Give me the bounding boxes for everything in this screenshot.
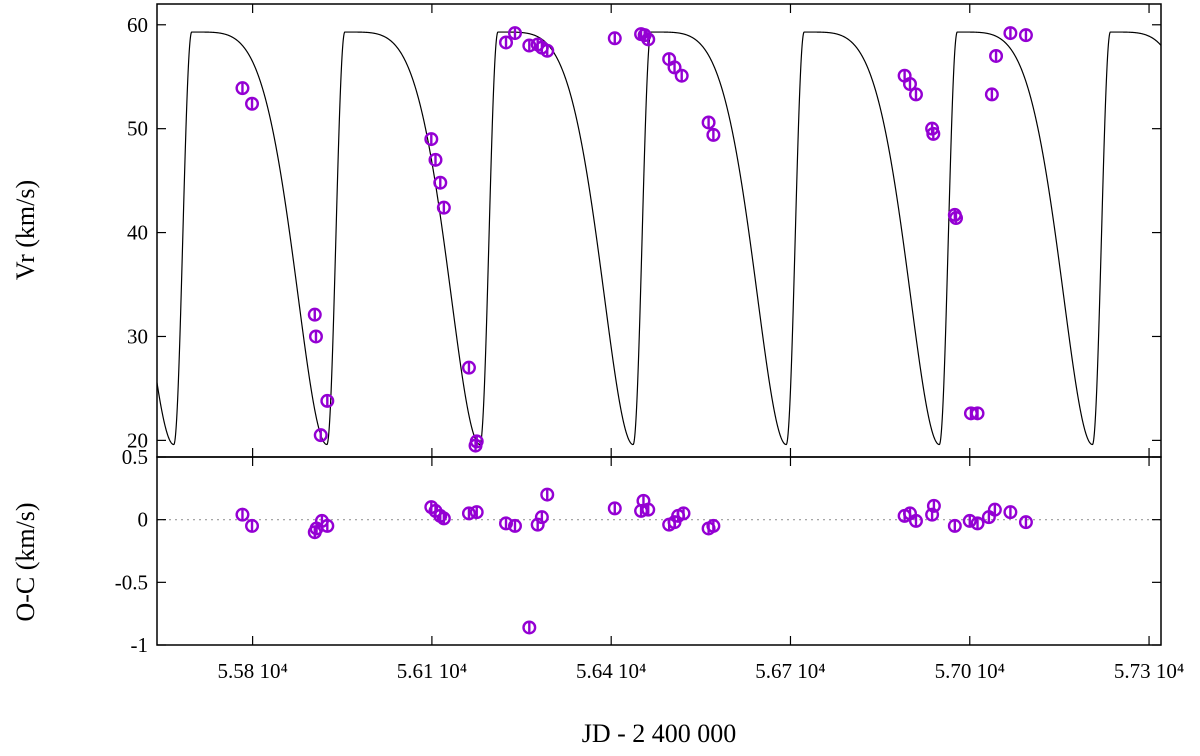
x-tick-label-5: 5.73 10⁴	[1114, 659, 1184, 683]
vr-point-19	[607, 31, 622, 46]
residual-x-ticks: 5.58 10⁴ 5.61 10⁴ 5.64 10⁴ 5.67 10⁴ 5.70 10⁴…	[217, 457, 1184, 683]
vr-point-7	[428, 152, 443, 167]
radial-velocity-panel: 20 30 40 50 60 0.5 Vr (km/s)	[11, 3, 1162, 469]
x-axis-title: JD - 2 400 000	[582, 719, 737, 748]
residual-points	[235, 487, 1033, 635]
vr-point-4	[313, 428, 328, 443]
residual-point-18	[607, 501, 622, 516]
vr-point-10	[461, 360, 476, 375]
residual-point-21	[641, 502, 656, 517]
residual-point-34	[962, 513, 977, 528]
residual-point-16	[534, 510, 549, 525]
vr-point-22	[641, 32, 656, 47]
vr-point-2	[307, 307, 322, 322]
vr-point-40	[1018, 28, 1033, 43]
orbit-model-curve	[156, 31, 1162, 446]
residual-point-0	[235, 507, 250, 522]
vr-point-15	[522, 38, 537, 53]
residual-y-tick-label-1: -0.5	[115, 570, 148, 594]
vr-point-12	[469, 434, 484, 449]
x-tick-label-2: 5.64 10⁴	[576, 659, 646, 683]
vr-plot-frame	[156, 3, 1162, 458]
vr-point-1	[245, 96, 260, 111]
vr-point-6	[424, 132, 439, 147]
residual-y-tick-label-0: -1	[131, 633, 149, 657]
residual-point-13	[507, 518, 522, 533]
vr-point-26	[701, 115, 716, 130]
vr-y-tick-label-3: 50	[127, 117, 148, 141]
vr-point-38	[989, 48, 1004, 63]
vr-point-5	[320, 393, 335, 408]
residual-y-ticks: -1 -0.5 0	[115, 456, 1161, 657]
vr-y-tick-label-1: 30	[127, 324, 148, 348]
vr-point-36	[970, 406, 985, 421]
vr-y-tick-label-4: 60	[127, 13, 148, 37]
vr-y-tick-label-0: 20	[127, 428, 148, 452]
vr-y-tick-label-2: 40	[127, 221, 148, 245]
vr-point-27	[706, 127, 721, 142]
residual-point-12	[499, 516, 514, 531]
vr-y-axis-title: Vr (km/s)	[11, 180, 40, 280]
residual-point-38	[1003, 505, 1018, 520]
residual-point-14	[522, 620, 537, 635]
vr-point-3	[308, 329, 323, 344]
residual-point-33	[947, 518, 962, 533]
residual-point-1	[245, 518, 260, 533]
residual-plot-frame	[156, 456, 1162, 646]
vr-x-ticks	[252, 4, 1150, 457]
vr-point-39	[1003, 26, 1018, 41]
x-tick-label-3: 5.67 10⁴	[755, 659, 825, 683]
vr-point-0	[235, 81, 250, 96]
vr-point-13	[499, 35, 514, 50]
vr-point-14	[507, 26, 522, 41]
vr-y-ticks: 20 30 40 50 60 0.5	[122, 13, 1161, 469]
vr-y-extra-tick-label: 0.5	[122, 445, 148, 469]
vr-point-34	[949, 211, 964, 226]
residual-point-30	[908, 513, 923, 528]
x-tick-label-4: 5.70 10⁴	[935, 659, 1005, 683]
vr-point-8	[433, 175, 448, 190]
residual-point-35	[970, 516, 985, 531]
vr-point-37	[984, 87, 999, 102]
residual-point-37	[987, 502, 1002, 517]
residual-point-25	[676, 506, 691, 521]
residual-point-9	[436, 511, 451, 526]
residual-point-32	[926, 498, 941, 513]
vr-point-24	[667, 60, 682, 75]
residuals-panel: -1 -0.5 0 5.58 10⁴ 5.61 10⁴ 5.64 10⁴ 5.67 10⁴…	[11, 456, 1184, 748]
vr-point-32	[926, 126, 941, 141]
vr-point-9	[436, 200, 451, 215]
residual-point-17	[540, 487, 555, 502]
residual-y-axis-title: O-C (km/s)	[11, 502, 40, 621]
vr-point-30	[908, 87, 923, 102]
residual-point-5	[320, 518, 335, 533]
vr-observations	[235, 26, 1033, 453]
vr-point-25	[674, 68, 689, 83]
residual-point-27	[706, 518, 721, 533]
vr-point-18	[540, 43, 555, 58]
x-tick-label-1: 5.61 10⁴	[397, 659, 467, 683]
residual-point-11	[469, 505, 484, 520]
x-tick-label-0: 5.58 10⁴	[217, 659, 287, 683]
vr-point-29	[903, 77, 918, 92]
residual-point-10	[461, 506, 476, 521]
residual-point-39	[1018, 515, 1033, 530]
residual-y-tick-label-2: 0	[138, 508, 149, 532]
